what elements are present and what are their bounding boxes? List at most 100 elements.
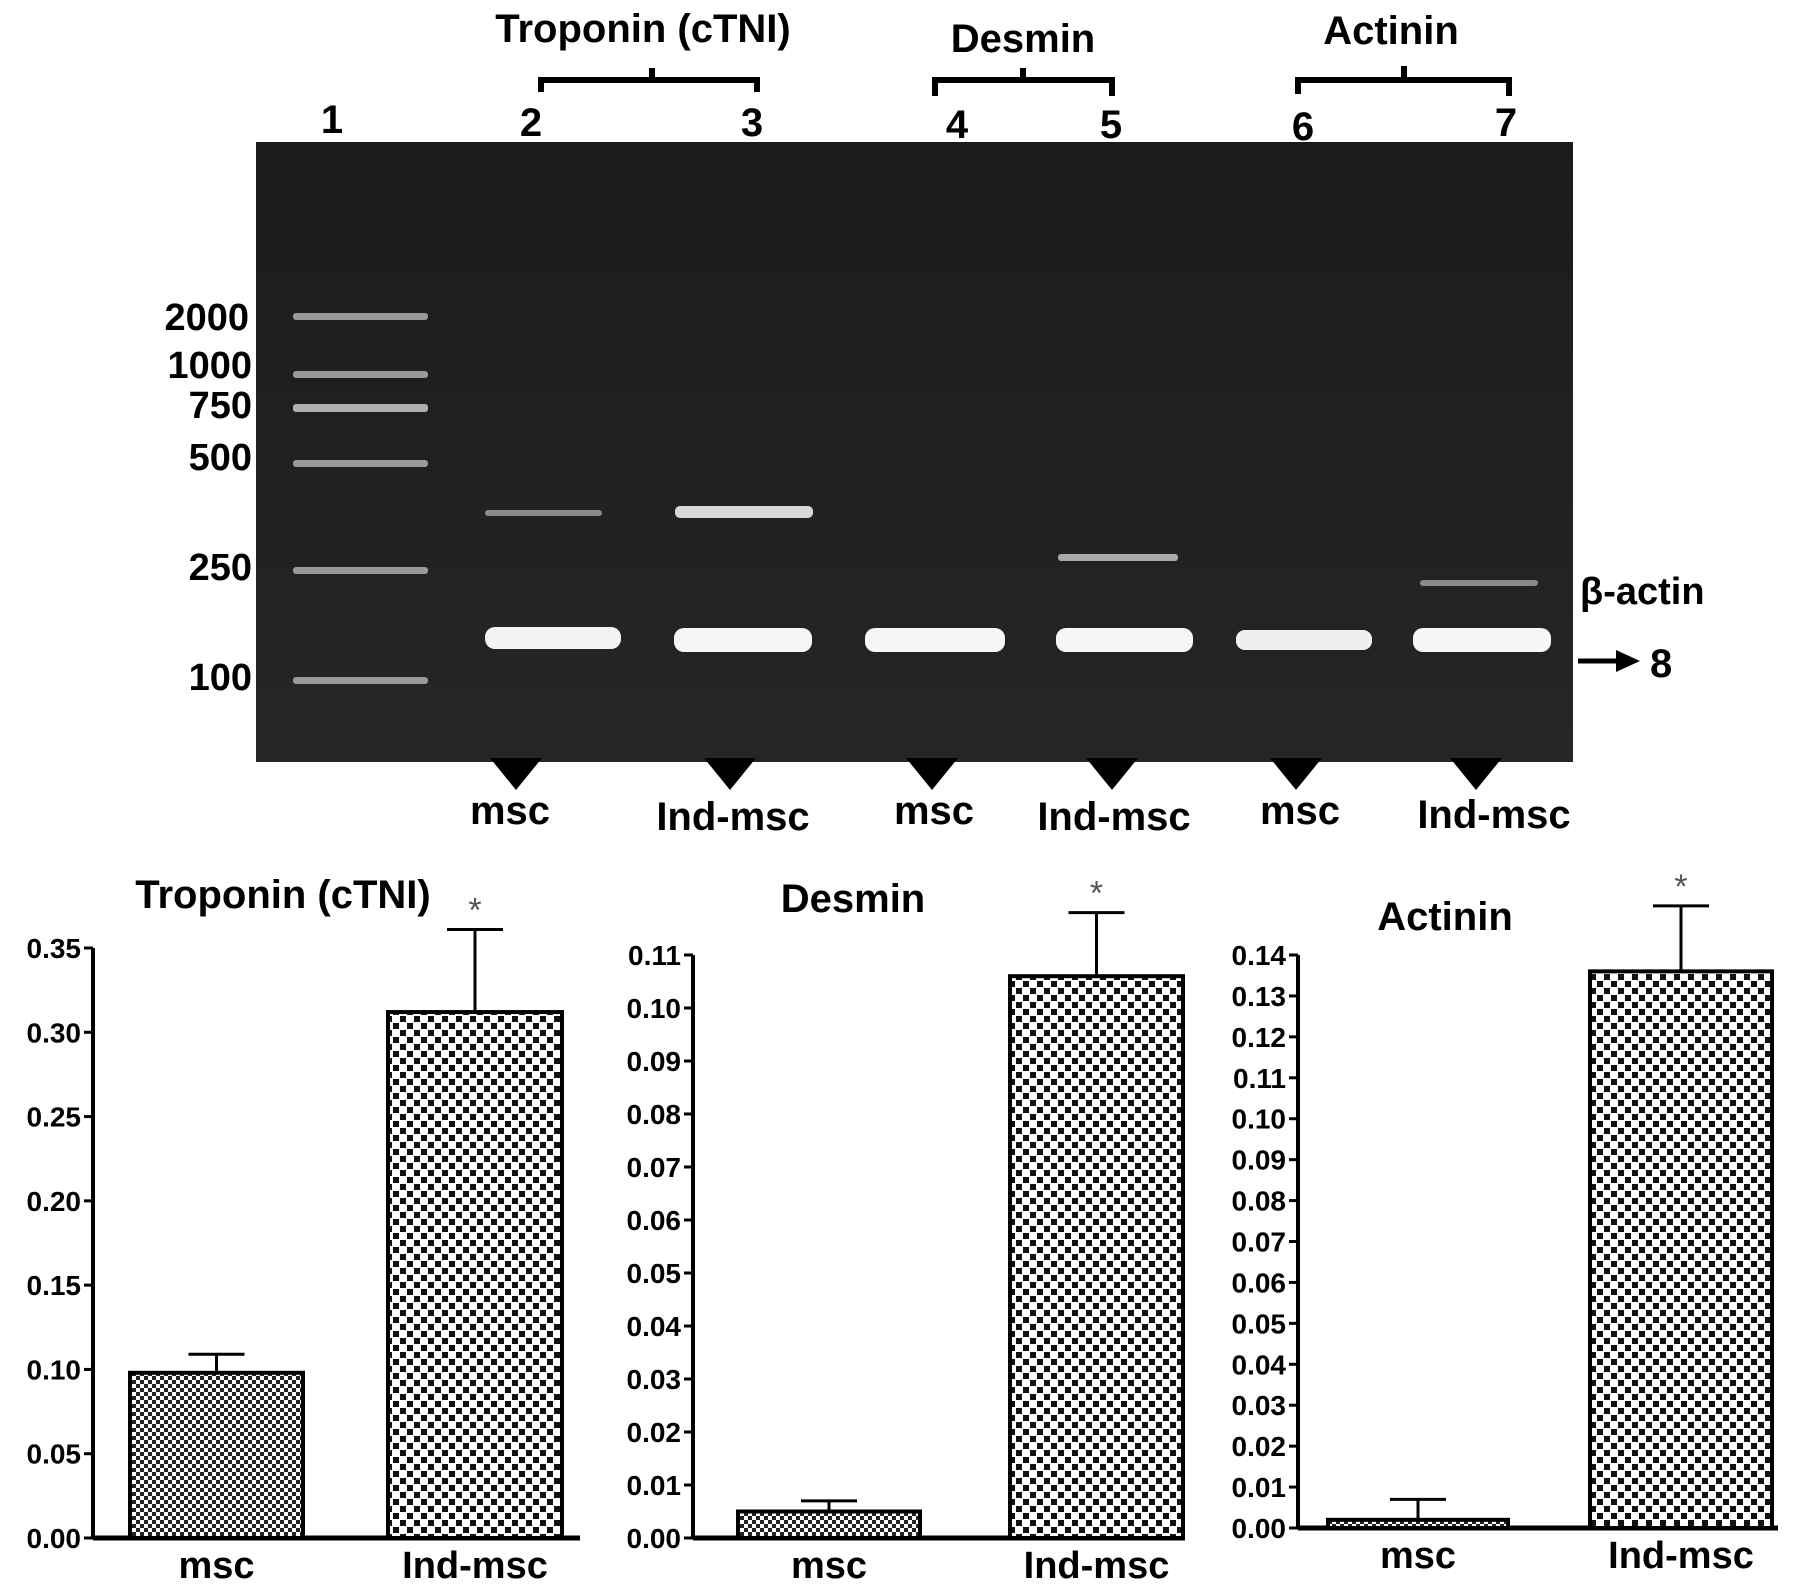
y-tick-label: 0.14 <box>1232 940 1287 971</box>
group-label-troponin: Troponin (cTNI) <box>495 7 791 51</box>
significance-marker: * <box>1674 868 1687 906</box>
y-tick-label: 0.07 <box>1232 1227 1287 1258</box>
y-tick-label: 0.10 <box>627 993 682 1024</box>
bar-msc <box>736 1509 922 1540</box>
category-label: msc <box>178 1545 254 1587</box>
y-tick-label: 0.08 <box>627 1099 682 1130</box>
lane-number-4: 4 <box>946 103 969 147</box>
y-tick-label: 0.08 <box>1232 1186 1287 1217</box>
group-label-actinin: Actinin <box>1323 9 1459 53</box>
y-tick-label: 0.15 <box>27 1270 82 1301</box>
y-tick-label: 0.02 <box>1232 1431 1287 1462</box>
y-tick-label: 0.30 <box>27 1017 82 1048</box>
y-tick-label: 0.05 <box>27 1439 82 1470</box>
ladder-label-750: 750 <box>189 385 252 427</box>
y-tick-label: 0.09 <box>627 1046 682 1077</box>
y-tick-label: 0.01 <box>1232 1472 1287 1503</box>
beta-actin-band-lane6 <box>1236 630 1372 650</box>
y-tick-label: 0.10 <box>1232 1104 1287 1135</box>
category-label: msc <box>791 1545 867 1587</box>
y-tick-label: 0.09 <box>1232 1145 1287 1176</box>
beta-actin-band-lane4 <box>865 628 1005 652</box>
ladder-label-250: 250 <box>189 547 252 589</box>
target-band-lane2 <box>485 510 602 516</box>
y-tick-label: 0.35 <box>27 933 82 964</box>
chart-title: Actinin <box>1377 895 1513 939</box>
lane-number-6: 6 <box>1292 105 1314 149</box>
y-tick-label: 0.12 <box>1232 1022 1287 1053</box>
y-tick-label: 0.00 <box>27 1523 82 1554</box>
lane-number-3: 3 <box>741 101 763 145</box>
lane-number-7: 7 <box>1495 101 1517 145</box>
actinin-chart: Actinin 0.00 0.01 0.02 0.03 0.04 0.05 0.06 0.07 0… <box>1232 868 1778 1577</box>
y-tick-label: 0.06 <box>1232 1267 1287 1298</box>
bracket-actinin <box>1295 66 1512 96</box>
ladder-label-1000: 1000 <box>167 345 252 387</box>
desmin-chart: Desmin 0.00 0.01 0.02 0.03 0.04 0.05 0.06 0.07 0.… <box>627 875 1185 1587</box>
sample-label-4: Ind-msc <box>1037 795 1190 839</box>
gel-panel: Troponin (cTNI) Desmin Actinin 1 2 3 4 5… <box>164 7 1704 839</box>
sample-label-6: Ind-msc <box>1417 793 1570 837</box>
ladder-bands <box>293 313 428 684</box>
bracket-desmin <box>932 68 1115 96</box>
y-tick-label: 0.10 <box>27 1354 82 1385</box>
bar-ind-msc <box>386 1010 564 1540</box>
bar-ind-msc <box>1588 969 1774 1530</box>
beta-actin-band-lane5 <box>1056 628 1193 652</box>
arrow-down-icon <box>1450 758 1502 790</box>
lane-number-2: 2 <box>520 101 542 145</box>
category-label: msc <box>1380 1535 1456 1577</box>
y-tick-label: 0.03 <box>1232 1390 1287 1421</box>
arrow-down-icon <box>704 758 756 790</box>
beta-actin-label: β-actin <box>1580 571 1705 613</box>
y-tick-label: 0.05 <box>627 1258 682 1289</box>
target-band-lane7 <box>1420 580 1538 586</box>
y-tick-label: 0.01 <box>627 1470 682 1501</box>
arrow-down-icon <box>1270 758 1322 790</box>
category-label: Ind-msc <box>402 1545 548 1587</box>
beta-actin-band-lane7 <box>1413 628 1551 652</box>
sample-label-5: msc <box>1260 789 1340 833</box>
target-band-lane3 <box>675 506 813 518</box>
bracket-troponin <box>538 68 760 92</box>
y-tick-label: 0.11 <box>628 940 681 971</box>
ladder-band-250 <box>293 567 428 574</box>
y-tick-label: 0.20 <box>27 1186 82 1217</box>
sample-label-3: msc <box>894 789 974 833</box>
group-label-desmin: Desmin <box>951 17 1096 61</box>
ladder-label-100: 100 <box>189 657 252 699</box>
y-tick-label: 0.11 <box>1233 1063 1286 1094</box>
y-tick-label: 0.25 <box>27 1102 82 1133</box>
chart-title: Desmin <box>781 877 926 921</box>
ladder-band-750 <box>293 404 428 412</box>
ladder-label-500: 500 <box>189 437 252 479</box>
gel-image <box>256 142 1573 762</box>
y-tick-label: 0.00 <box>1232 1513 1287 1544</box>
bar-msc <box>128 1370 305 1541</box>
ladder-band-500 <box>293 460 428 467</box>
arrow-down-icon <box>490 758 542 790</box>
bar-msc <box>1326 1517 1510 1531</box>
sample-label-1: msc <box>470 789 550 833</box>
sample-arrows <box>490 758 1502 790</box>
lane-number-1: 1 <box>321 98 343 142</box>
ladder-band-2000 <box>293 313 428 320</box>
y-tick-label: 0.00 <box>627 1523 682 1554</box>
y-tick-label: 0.07 <box>627 1152 682 1183</box>
significance-marker: * <box>468 891 481 929</box>
lane-number-5: 5 <box>1100 103 1122 147</box>
y-tick-label: 0.13 <box>1232 981 1287 1012</box>
bar-ind-msc <box>1008 974 1185 1540</box>
y-tick-label: 0.04 <box>1232 1349 1287 1380</box>
beta-actin-band-lane3 <box>674 628 812 652</box>
arrow-down-icon <box>906 758 958 790</box>
ladder-band-1000 <box>293 371 428 378</box>
chart-title: Troponin (cTNI) <box>135 873 431 917</box>
y-tick-label: 0.04 <box>627 1311 682 1342</box>
beta-actin-bands <box>485 627 1551 652</box>
y-tick-label: 0.05 <box>1232 1308 1287 1339</box>
significance-marker: * <box>1090 875 1103 913</box>
arrow-right-icon <box>1578 650 1640 672</box>
ladder-band-100 <box>293 677 428 684</box>
